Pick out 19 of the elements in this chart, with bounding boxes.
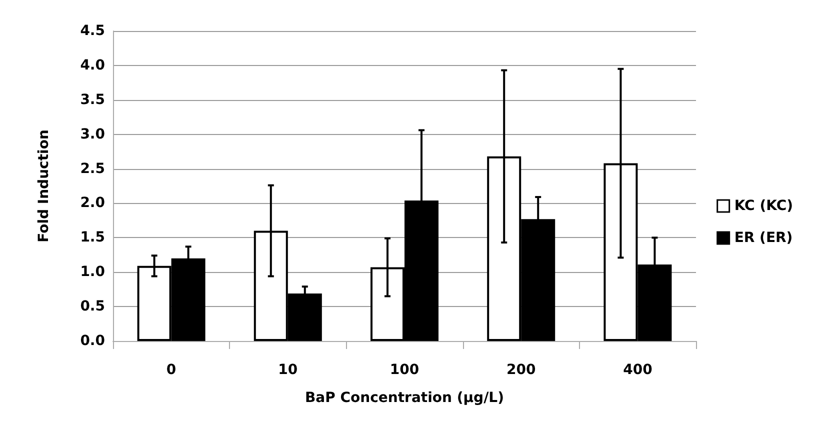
x-tick-label: 400 [623, 362, 653, 378]
y-tick-label: 0.5 [80, 298, 105, 315]
y-tick-label: 1.0 [80, 264, 106, 280]
y-tick-label: 1.5 [80, 230, 105, 246]
y-tick-label: 2.0 [80, 195, 106, 212]
y-tick-label: 3.0 [80, 126, 106, 142]
x-tick-label: 100 [390, 362, 420, 378]
x-tick-label: 200 [506, 362, 536, 378]
x-tick-label: 10 [278, 362, 298, 378]
legend-label: ER (ER) [734, 230, 793, 246]
y-tick-label: 4.0 [80, 57, 106, 74]
y-axis-title: Fold Induction [36, 130, 52, 242]
x-tick-label: 0 [166, 362, 176, 378]
x-axis-title: BaP Concentration (µg/L) [304, 390, 504, 406]
y-tick-label: 2.5 [80, 160, 105, 177]
y-tick-label: 4.5 [80, 23, 105, 39]
y-tick-label: 3.5 [80, 92, 105, 108]
y-tick-label: 0.0 [80, 333, 106, 349]
legend-label: KC (KC) [734, 198, 794, 214]
